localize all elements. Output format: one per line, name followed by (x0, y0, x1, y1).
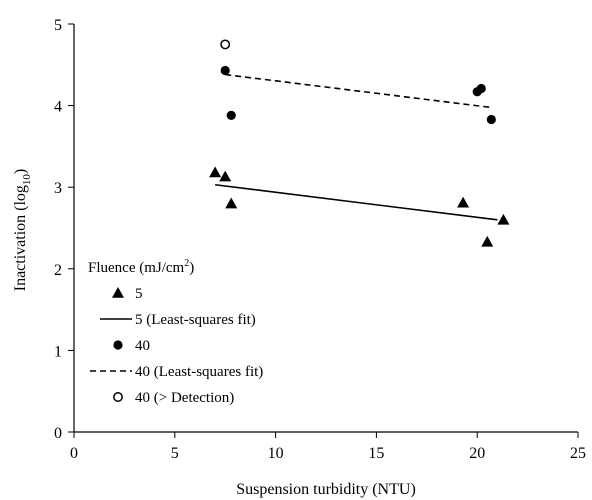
legend-title-main: Fluence (mJ/cm (88, 260, 185, 276)
legend-title-sup: 2 (184, 258, 189, 269)
fit-line-5 (215, 183, 498, 221)
axes (73, 24, 578, 433)
data-point-5 (219, 170, 232, 182)
data-point-5 (225, 197, 238, 209)
y-tick-label: 0 (54, 425, 62, 442)
data-point-5 (481, 235, 494, 247)
legend-entry: 5 (Least-squares fit) (100, 312, 256, 328)
data-point-5 (457, 196, 470, 208)
legend-label: 40 (> Detection) (135, 390, 234, 406)
legend: Fluence (mJ/cm2) 5 5 (Least-squares fit) 4… (88, 258, 263, 406)
legend-label: 5 (135, 286, 143, 302)
y-axis-label: Inactivation (log10) (12, 169, 33, 292)
legend-swatch-marker (112, 287, 124, 298)
series-5-least-squares-fit- (215, 183, 498, 221)
x-tick-label: 15 (368, 445, 384, 462)
legend-swatch-marker (113, 340, 123, 350)
x-tick-label: 20 (469, 445, 485, 462)
data-point-40 (220, 65, 230, 76)
legend-label: 5 (Least-squares fit) (135, 312, 256, 328)
y-axis-label-end: ) (12, 169, 29, 174)
legend-entry: 40 (113, 338, 150, 354)
series-40 (220, 65, 496, 125)
legend-label: 40 (Least-squares fit) (135, 364, 263, 380)
x-tick-label: 0 (70, 445, 78, 462)
legend-entry: 5 (112, 286, 143, 302)
series-40-detection- (220, 39, 231, 50)
data-point-40 (226, 110, 236, 120)
data-point-5 (497, 213, 510, 225)
y-tick-label: 3 (54, 180, 62, 197)
y-axis-label-main: Inactivation (log (12, 185, 29, 291)
y-axis-label-sub: 10 (21, 174, 33, 186)
legend-entry: 40 (Least-squares fit) (90, 364, 263, 380)
x-axis-label: Suspension turbidity (NTU) (236, 481, 416, 498)
series-40-least-squares-fit- (225, 73, 490, 109)
x-tick-label: 5 (171, 445, 179, 462)
y-tick-label: 2 (54, 262, 62, 279)
data-point-40-detection (220, 39, 231, 50)
data-point-40 (476, 83, 486, 94)
series-layer (209, 39, 510, 247)
y-tick-label: 5 (54, 17, 62, 34)
legend-title-end: ) (189, 260, 194, 276)
legend-swatch-marker (113, 392, 123, 402)
series-5 (209, 166, 510, 247)
fit-line-40 (225, 73, 490, 109)
x-tick-label: 10 (268, 445, 284, 462)
legend-entry: 40 (> Detection) (113, 390, 234, 406)
legend-label: 40 (135, 338, 150, 354)
data-point-5 (209, 166, 222, 178)
y-tick-label: 1 (54, 343, 62, 360)
x-tick-label: 25 (570, 445, 586, 462)
data-point-40 (486, 114, 496, 125)
legend-title: Fluence (mJ/cm2) (88, 258, 194, 276)
y-tick-label: 4 (54, 99, 62, 116)
